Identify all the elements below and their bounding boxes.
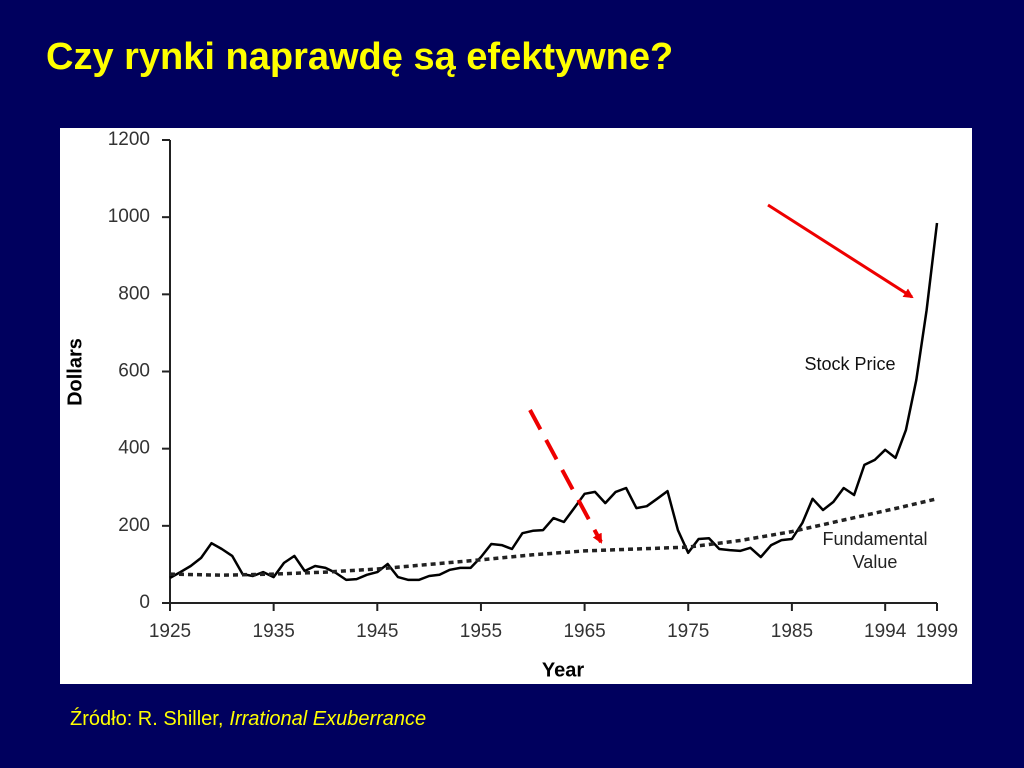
source-text: Źródło: R. Shiller, <box>70 708 224 730</box>
dashed-arrow <box>528 409 603 544</box>
series-line <box>169 497 938 577</box>
x-tick-label: 1994 <box>864 621 907 642</box>
x-tick-label: 1955 <box>460 621 502 642</box>
source-book: Irrational Exuberrance <box>229 708 427 730</box>
x-tick-label: 1935 <box>253 621 295 642</box>
x-tick-label: 1965 <box>563 621 605 642</box>
x-tick-label: 1945 <box>356 621 398 642</box>
x-axis-label: Year <box>542 659 584 681</box>
y-tick-label: 600 <box>118 361 150 382</box>
y-tick-label: 400 <box>118 438 150 459</box>
arrow <box>767 203 914 299</box>
series-label: Stock Price <box>804 354 895 374</box>
chart-panel <box>60 128 972 684</box>
source: Źródło: R. Shiller, Irrational Exuberranc… <box>70 708 426 731</box>
y-tick-label: 1200 <box>108 129 150 150</box>
x-tick-label: 1999 <box>916 621 958 642</box>
x-tick-label: 1985 <box>771 621 813 642</box>
series-line <box>169 222 939 582</box>
x-tick-label: 1925 <box>149 621 191 642</box>
y-tick-label: 0 <box>139 592 150 613</box>
y-tick-label: 200 <box>118 515 150 536</box>
plot: 0 200 400 600 800 1000 1200 1925 1935 1945 1955 196… <box>108 129 958 642</box>
slide-title: Czy rynki naprawdę są efektywne? <box>46 36 674 78</box>
y-tick-label: 1000 <box>108 206 150 227</box>
series-label: Fundamental Value <box>822 529 928 572</box>
y-axis-label: Dollars <box>64 338 86 406</box>
y-tick-label: 800 <box>118 283 150 304</box>
x-tick-label: 1975 <box>667 621 709 642</box>
